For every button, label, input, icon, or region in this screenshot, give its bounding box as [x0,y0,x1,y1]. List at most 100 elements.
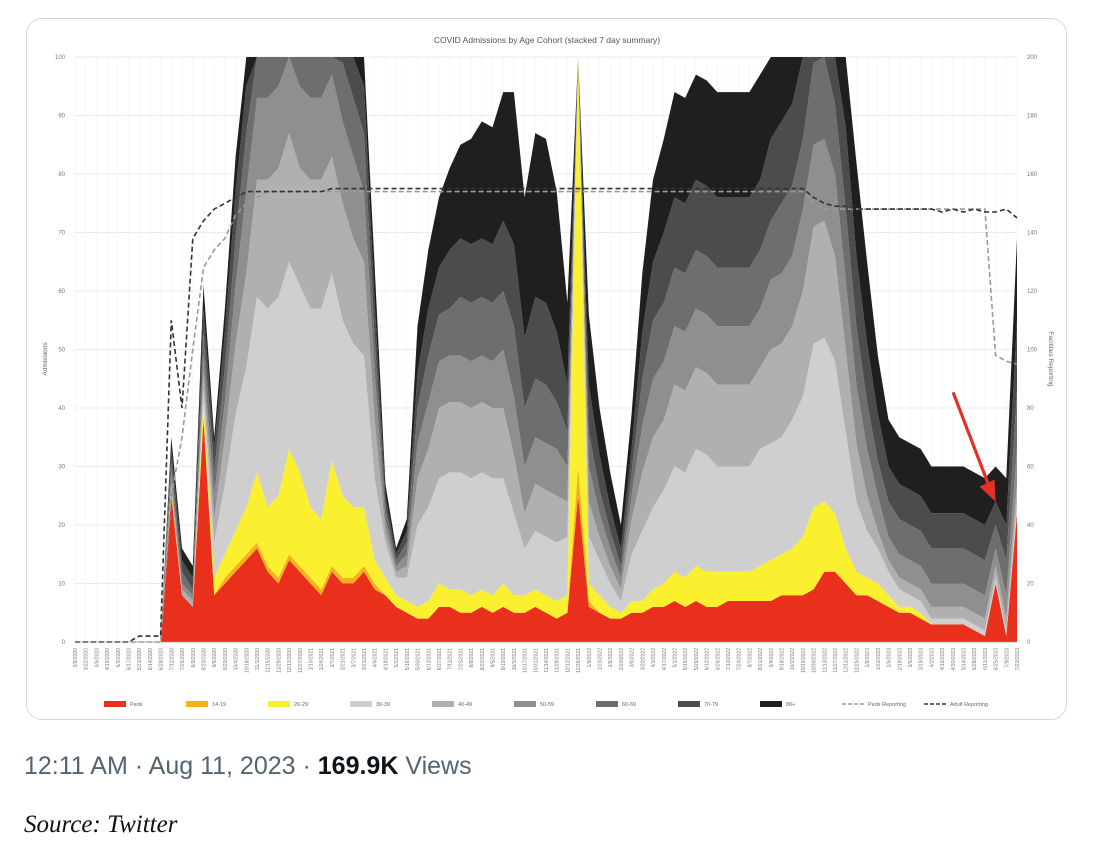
area-series-80- [75,57,1017,642]
tweet-time[interactable]: 12:11 AM [24,752,128,780]
tweet-date[interactable]: Aug 11, 2023 [148,752,296,780]
y-tick-label: 10 [58,582,65,588]
x-tick-label: 11/1/2020 [255,648,261,670]
red-arrow-annotation [951,392,996,502]
y2-tick-label: 180 [1027,114,1038,120]
x-tick-label: 1/10/2021 [309,648,315,670]
x-tick-label: 3/21/2021 [362,648,368,670]
tweet-media-card[interactable]: 0 10 20 30 40 50 60 70 80 90 100 0 20 40 60 80 100 120 140… [26,18,1067,720]
y2-tick-label: 80 [1027,406,1034,412]
x-tick-label: 8/23/2020 [202,648,208,670]
y2-tick-label: 160 [1027,172,1038,178]
x-tick-label: 3/6/2022 [630,648,636,668]
x-tick-label: 5/31/2020 [137,648,143,670]
x-tick-label: 10/30/2022 [812,648,818,673]
admissions-chart: 0 10 20 30 40 50 60 70 80 90 100 0 20 40 60 80 100 120 140… [27,19,1066,719]
x-tick-label: 8/9/2020 [191,648,197,668]
legend-swatch [678,701,700,707]
x-tick-label: 7/9/2023 [1004,648,1010,668]
x-tick-label: 4/18/2021 [383,648,389,670]
x-tick-label: 4/5/2020 [94,648,100,668]
x-tick-label: 8/21/2022 [758,648,764,670]
x-tick-label: 1/22/2023 [876,648,882,670]
x-tick-label: 7/11/2021 [448,648,454,670]
y2-tick-label: 60 [1027,465,1034,471]
meta-separator: · [134,752,144,780]
x-tick-label: 9/19/2021 [501,648,507,670]
y-tick-label: 20 [58,523,65,529]
y-tick-label: 80 [58,172,65,178]
legend-swatch [432,701,454,707]
x-tick-label: 11/14/2021 [544,648,550,673]
x-tick-label: 6/14/2020 [148,648,154,670]
x-tick-label: 7/26/2020 [180,648,186,670]
x-tick-label: 6/13/2021 [426,648,432,670]
chart-legend: Peds 14-19 20-29 30-39 40-49 50-59 60-69 70-79 8… [104,701,988,708]
x-tick-label: 4/30/2023 [951,648,957,670]
x-tick-label: 3/8/2020 [73,648,79,668]
legend-label: 50-59 [540,702,554,708]
area-series-50-59 [75,57,1017,642]
x-tick-label: 11/13/2022 [822,648,828,673]
y2-tick-label: 200 [1027,55,1038,61]
x-tick-label: 11/15/2020 [266,648,272,673]
x-tick-label: 12/26/2021 [576,648,582,673]
x-tick-label: 9/20/2020 [223,648,229,670]
x-tick-label: 6/25/2023 [994,648,1000,670]
legend-label: Adult Reporting [950,702,988,708]
x-tick-label: 6/27/2021 [437,648,443,670]
meta-separator: · [302,752,311,780]
stacked-area-series [75,57,1017,642]
x-tick-label: 4/2/2023 [929,648,935,668]
x-tick-label: 12/25/2022 [854,648,860,673]
x-tick-label: 4/4/2021 [373,648,379,668]
legend-swatch [596,701,618,707]
area-series-70-79 [75,57,1017,642]
y2-tick-label: 120 [1027,289,1038,295]
x-tick-label: 9/4/2022 [769,648,775,668]
x-tick-label: 10/17/2021 [523,648,529,673]
y2-axis-label: Facilities Reporting [1047,331,1054,387]
x-tick-label: 3/5/2023 [908,648,914,668]
legend-swatch [760,701,782,707]
x-tick-label: 5/17/2020 [127,648,133,670]
x-tick-label: 12/11/2022 [844,648,850,673]
y-tick-label: 50 [58,348,65,354]
x-tick-label: 7/24/2022 [737,648,743,670]
x-tick-label: 7/10/2022 [726,648,732,670]
arrow-shaft [951,392,992,490]
x-tick-label: 11/29/2020 [276,648,282,673]
x-tick-label: 5/1/2022 [673,648,679,668]
legend-label: Peds Reporting [868,702,906,708]
x-tick-label: 6/26/2022 [715,648,721,670]
x-tick-label: 11/28/2021 [555,648,561,673]
x-tick-label: 1/23/2022 [598,648,604,670]
legend-label: 60-69 [622,702,636,708]
legend-swatch [104,701,126,707]
x-tick-label: 2/7/2021 [330,648,336,668]
arrow-head [979,479,996,502]
legend-label: Peds [130,702,143,708]
x-tick-label: 11/27/2022 [833,648,839,673]
x-tick-label: 12/13/2020 [287,648,293,673]
legend-swatch [514,701,536,707]
reporting-lines [75,187,1018,643]
x-tick-label: 6/11/2023 [983,648,989,670]
x-tick-label: 10/3/2021 [512,648,518,670]
x-tick-label: 7/12/2020 [169,648,175,670]
x-tick-label: 3/19/2023 [919,648,925,670]
x-tick-label: 3/20/2022 [640,648,646,670]
x-tick-label: 7/25/2021 [458,648,464,670]
x-tick-label: 2/20/2022 [619,648,625,670]
x-tick-label: 5/28/2023 [972,648,978,670]
x-tick-label: 6/28/2020 [159,648,165,670]
y-tick-label: 30 [58,465,65,471]
x-tick-label: 10/2/2022 [790,648,796,670]
x-tick-label: 9/5/2021 [491,648,497,668]
x-tick-label: 5/3/2020 [116,648,122,668]
y2-tick-label: 40 [1027,523,1034,529]
y-tick-label: 40 [58,406,65,412]
x-tick-label: 9/6/2020 [212,648,218,668]
x-tick-label: 10/16/2022 [801,648,807,673]
y-tick-label: 70 [58,231,65,237]
